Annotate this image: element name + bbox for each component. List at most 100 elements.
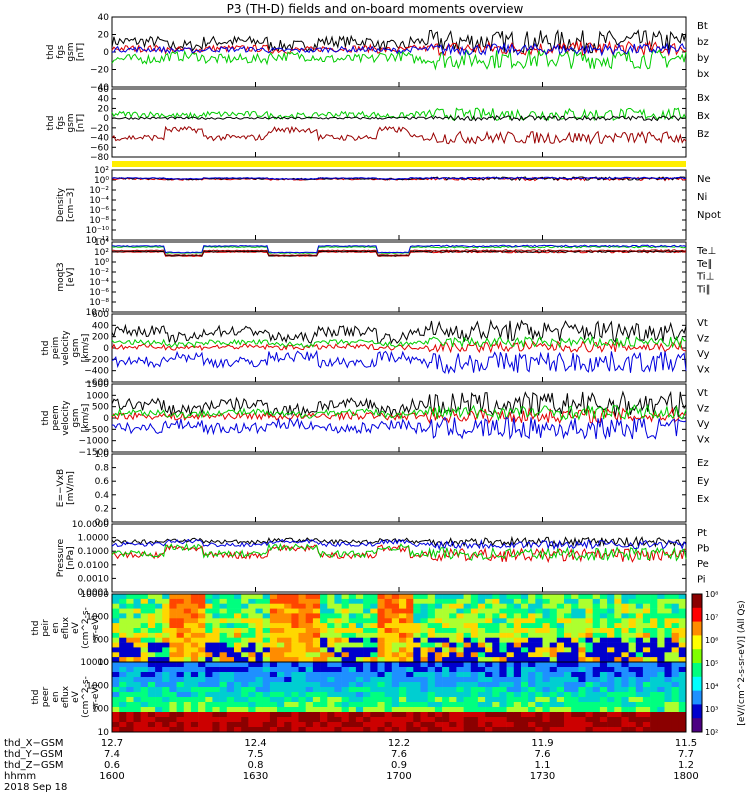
heatmap-cell <box>564 632 572 639</box>
heatmap-cell <box>399 623 407 629</box>
heatmap-cell <box>248 717 256 723</box>
heatmap-cell <box>664 692 672 698</box>
heatmap-cell <box>399 642 407 648</box>
heatmap-cell <box>420 667 428 673</box>
y-tick-label: 1.0000 <box>78 534 110 544</box>
heatmap-cell <box>384 712 393 718</box>
heatmap-cell <box>664 598 672 605</box>
heatmap-cell <box>521 623 529 629</box>
heatmap-cell <box>348 598 357 605</box>
heatmap-cell <box>190 628 199 634</box>
heatmap-cell <box>363 618 371 624</box>
heatmap-cell <box>592 717 601 723</box>
heatmap-cell <box>277 712 285 718</box>
heatmap-cell <box>305 613 314 619</box>
heatmap-cell <box>370 637 378 643</box>
heatmap-cell <box>585 662 593 668</box>
heatmap-cell <box>413 707 421 713</box>
heatmap-cell <box>219 692 228 698</box>
heatmap-cell <box>621 652 629 658</box>
heatmap-cell <box>499 707 507 713</box>
heatmap-cell <box>485 677 493 683</box>
heatmap-cell <box>112 662 120 668</box>
heatmap-cell <box>592 632 601 639</box>
heatmap-cell <box>477 687 486 693</box>
heatmap-cell <box>370 608 378 614</box>
heatmap-cell <box>621 672 629 678</box>
heatmap-cell <box>449 697 457 703</box>
y-tick-label: 1000 <box>86 681 109 691</box>
heatmap-cell <box>320 647 328 653</box>
heatmap-cell <box>363 613 371 619</box>
heatmap-cell <box>169 692 177 698</box>
heatmap-cell <box>592 682 601 688</box>
heatmap-cell <box>162 727 170 733</box>
heatmap-cell <box>183 594 192 600</box>
heatmap-cell <box>513 613 522 619</box>
heatmap-cell <box>334 652 342 658</box>
heatmap-cell <box>190 657 199 663</box>
heatmap-cell <box>406 727 414 733</box>
heatmap-cell <box>183 652 192 658</box>
heatmap-cell <box>542 692 550 698</box>
heatmap-cell <box>449 652 457 658</box>
heatmap-cell <box>549 618 558 624</box>
heatmap-cell <box>183 662 192 668</box>
heatmap-cell <box>133 603 141 609</box>
heatmap-cell <box>470 652 479 658</box>
heatmap-cell <box>155 657 163 663</box>
heatmap-cell <box>370 642 378 648</box>
heatmap-cell <box>348 594 357 600</box>
heatmap-cell <box>119 623 127 629</box>
panel-ylabel: velocity <box>61 330 71 366</box>
heatmap-cell <box>535 677 543 683</box>
heatmap-cell <box>363 707 371 713</box>
heatmap-cell <box>320 594 328 600</box>
heatmap-cell <box>449 722 457 728</box>
x-axis-row-label: thd_X−GSM <box>4 738 64 749</box>
heatmap-cell <box>355 667 364 673</box>
heatmap-cell <box>463 637 472 643</box>
legend-label: Npot <box>697 210 721 221</box>
heatmap-cell <box>657 637 665 643</box>
heatmap-cell <box>334 623 342 629</box>
heatmap-cell <box>542 652 550 658</box>
heatmap-cell <box>312 697 321 703</box>
panel-ylabel: [km/s] <box>81 334 91 363</box>
heatmap-cell <box>556 632 565 639</box>
heatmap-cell <box>348 637 357 643</box>
x-tick-label: 11.9 <box>531 738 553 749</box>
heatmap-cell <box>255 677 263 683</box>
heatmap-cell <box>334 677 342 683</box>
heatmap-cell <box>355 672 364 678</box>
heatmap-cell <box>334 647 342 653</box>
heatmap-cell <box>269 727 278 733</box>
heatmap-cell <box>384 677 393 683</box>
heatmap-cell <box>320 637 328 643</box>
heatmap-cell <box>219 712 228 718</box>
heatmap-cell <box>341 707 350 713</box>
heatmap-cell <box>176 682 185 688</box>
heatmap-cell <box>650 717 658 723</box>
heatmap-cell <box>671 692 680 698</box>
heatmap-cell <box>657 727 665 733</box>
heatmap-cell <box>571 702 579 708</box>
heatmap-cell <box>140 618 149 624</box>
heatmap-cell <box>413 662 421 668</box>
heatmap-cell <box>399 682 407 688</box>
y-tick-label: 1500 <box>86 380 109 390</box>
y-tick-label: 10⁻² <box>89 268 109 278</box>
heatmap-cell <box>477 628 486 634</box>
heatmap-cell <box>248 632 256 639</box>
heatmap-cell <box>521 712 529 718</box>
heatmap-cell <box>298 608 306 614</box>
heatmap-cell <box>363 677 371 683</box>
heatmap-cell <box>528 657 536 663</box>
heatmap-cell <box>262 598 271 605</box>
heatmap-cell <box>664 727 672 733</box>
heatmap-cell <box>312 642 321 648</box>
series-line-Bz <box>111 125 687 146</box>
heatmap-cell <box>119 613 127 619</box>
heatmap-cell <box>564 613 572 619</box>
heatmap-cell <box>219 657 228 663</box>
